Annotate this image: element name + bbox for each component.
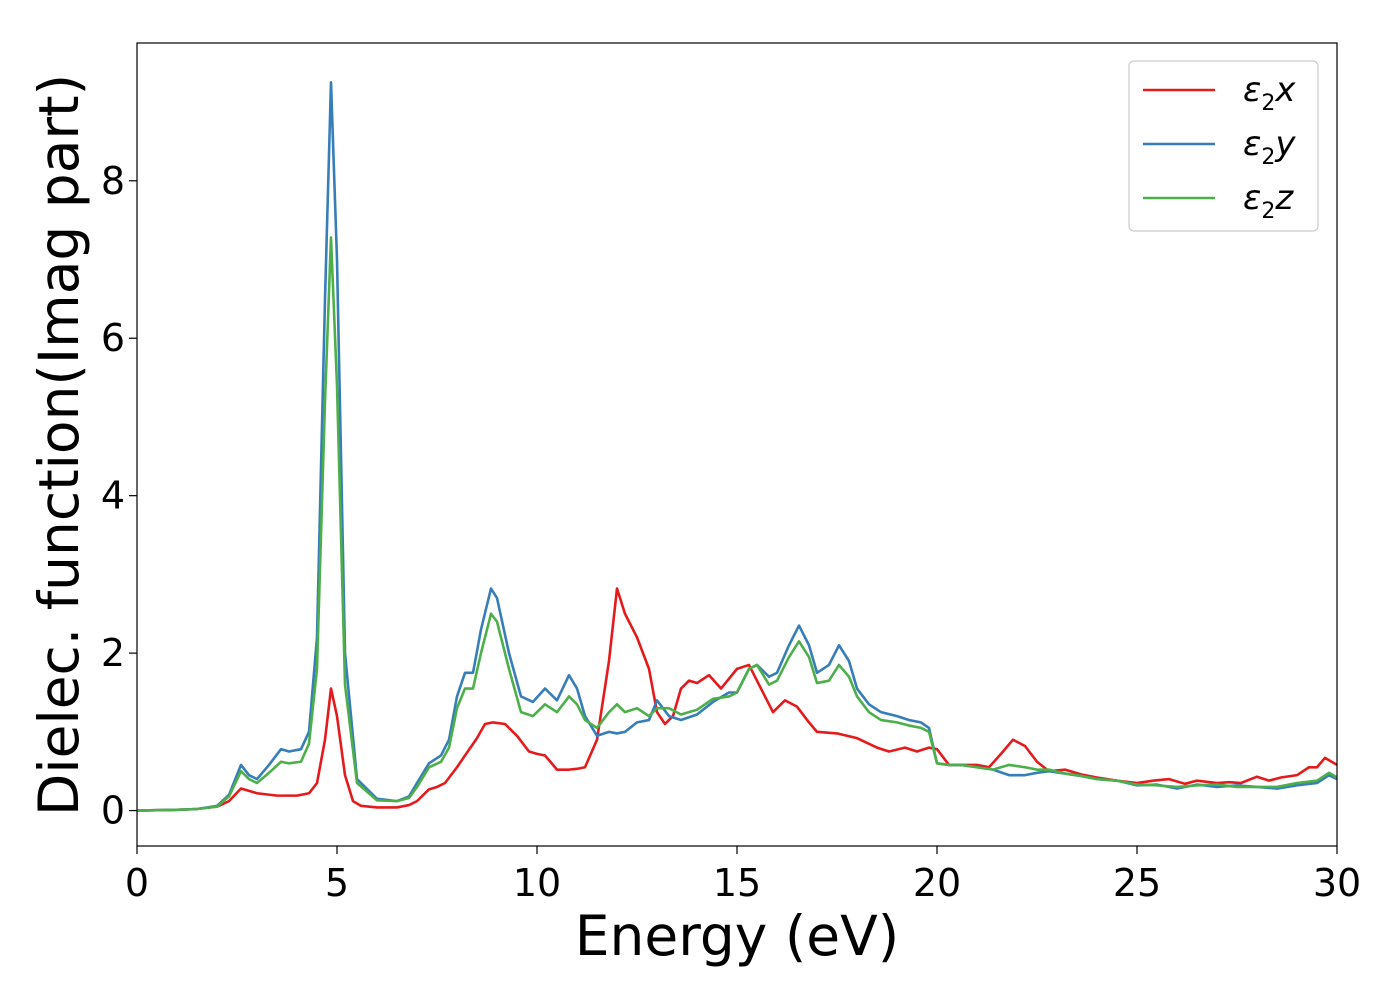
x-tick-label: 0 — [125, 861, 149, 905]
y-tick-label: 8 — [101, 159, 125, 203]
x-tick-label: 30 — [1313, 861, 1361, 905]
x-tick-label: 5 — [325, 861, 349, 905]
legend-suffix: z — [1274, 178, 1294, 218]
series-layer — [137, 81, 1337, 812]
legend-symbol: ε — [1243, 124, 1261, 164]
legend-label-x: ε2x — [1243, 70, 1296, 116]
y-tick-label: 0 — [101, 789, 125, 833]
legend-symbol: ε — [1243, 178, 1261, 218]
x-axis-label: Energy (eV) — [575, 904, 899, 968]
legend-subscript: 2 — [1261, 199, 1275, 224]
series-line-z — [137, 236, 1337, 812]
x-tick-label: 15 — [713, 861, 761, 905]
legend-subscript: 2 — [1261, 145, 1275, 170]
x-tick-label: 10 — [513, 861, 561, 905]
legend-box — [1128, 60, 1319, 232]
legend-label-y: ε2y — [1243, 124, 1296, 170]
legend-subscript: 2 — [1261, 91, 1275, 116]
x-tick-label: 20 — [913, 861, 961, 905]
y-tick-label: 4 — [101, 474, 125, 518]
x-tick-label: 25 — [1113, 861, 1161, 905]
y-tick-label: 2 — [101, 631, 125, 675]
y-axis-label: Dielec. function(Imag part) — [27, 74, 91, 816]
y-axis: 0 2 4 6 8 — [101, 159, 137, 833]
y-tick-label: 6 — [101, 316, 125, 360]
legend-suffix: y — [1274, 124, 1296, 164]
x-axis: 0 5 10 15 20 25 30 — [125, 846, 1361, 905]
legend-label-z: ε2z — [1243, 178, 1294, 224]
legend-suffix: x — [1274, 70, 1296, 110]
legend-symbol: ε — [1243, 70, 1261, 110]
